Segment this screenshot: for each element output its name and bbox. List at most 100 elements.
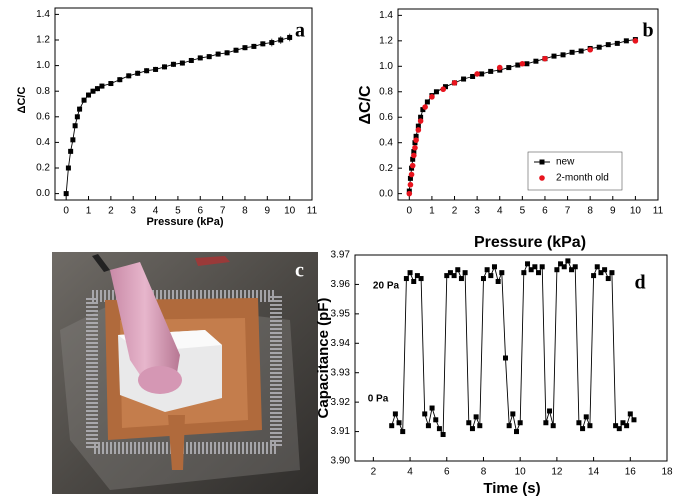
y-tick-label: 1.4 — [36, 9, 50, 20]
marker — [605, 276, 611, 282]
marker — [484, 267, 490, 273]
marker — [488, 68, 494, 74]
legend-label: new — [556, 157, 575, 168]
x-tick-label: 7 — [220, 206, 226, 217]
marker — [242, 45, 248, 51]
marker — [560, 52, 566, 58]
marker — [506, 65, 512, 71]
marker — [403, 276, 409, 282]
marker — [525, 261, 531, 267]
marker — [411, 278, 417, 284]
marker — [77, 106, 83, 112]
marker — [411, 152, 417, 159]
marker — [86, 92, 92, 98]
marker — [542, 55, 548, 62]
marker — [422, 411, 428, 417]
marker — [488, 273, 494, 279]
y-axis-title: ΔC/C — [16, 87, 28, 114]
y-tick-label: 0.0 — [36, 188, 50, 199]
marker — [499, 270, 505, 276]
y-tick-label: 0.0 — [379, 188, 393, 199]
plot-frame — [54, 7, 313, 201]
marker — [99, 83, 105, 89]
marker — [447, 270, 453, 276]
marker — [519, 60, 526, 67]
marker — [144, 68, 150, 74]
marker — [517, 420, 523, 426]
marker — [188, 57, 194, 63]
marker — [215, 51, 221, 57]
marker — [578, 48, 584, 54]
photo: c — [52, 252, 318, 494]
marker — [479, 71, 485, 77]
marker — [455, 267, 461, 273]
x-tick-label: 8 — [587, 206, 593, 217]
marker — [524, 61, 530, 67]
legend-label: 2-month old — [556, 173, 609, 184]
marker — [260, 41, 266, 47]
x-tick-label: 4 — [497, 206, 503, 217]
y-tick-label: 0.2 — [379, 163, 393, 174]
marker — [287, 34, 293, 40]
x-tick-label: 3 — [474, 206, 480, 217]
marker — [429, 94, 435, 100]
x-tick-label: 6 — [197, 206, 203, 217]
x-tick-label: 10 — [630, 206, 642, 217]
marker — [415, 123, 421, 129]
marker — [278, 37, 284, 43]
marker — [108, 81, 114, 87]
x-tick-label: 10 — [284, 206, 296, 217]
x-axis-title: Time (s) — [483, 480, 540, 497]
marker — [90, 88, 96, 94]
x-tick-label: 4 — [153, 206, 159, 217]
legend-marker — [539, 175, 545, 181]
y-tick-label: 1.0 — [36, 60, 50, 71]
marker — [536, 270, 542, 276]
marker — [197, 55, 203, 61]
marker — [63, 191, 69, 197]
marker — [153, 66, 159, 72]
marker — [451, 80, 458, 86]
marker — [406, 190, 413, 197]
marker — [413, 133, 419, 139]
marker — [605, 42, 611, 48]
marker — [444, 273, 450, 279]
marker — [117, 77, 123, 83]
marker — [466, 420, 472, 426]
x-tick-label: 2 — [452, 206, 458, 217]
x-axis-title: Pressure (kPa) — [146, 216, 223, 228]
marker — [414, 273, 420, 279]
marker — [70, 137, 76, 143]
data-line — [391, 259, 635, 437]
marker — [491, 264, 497, 270]
y-tick-label: 0.6 — [379, 112, 393, 123]
y-tick-label: 0.4 — [36, 137, 50, 148]
marker — [627, 411, 633, 417]
marker — [389, 423, 395, 429]
marker — [81, 97, 87, 103]
marker — [496, 64, 503, 71]
marker — [135, 70, 141, 76]
y-tick-label: 3.92 — [331, 397, 351, 408]
x-tick-label: 7 — [565, 206, 571, 217]
marker — [514, 429, 520, 435]
marker — [558, 261, 564, 267]
marker — [415, 127, 422, 133]
x-tick-label: 6 — [542, 206, 548, 217]
y-tick-label: 0.2 — [36, 163, 50, 174]
marker — [561, 264, 567, 270]
marker — [609, 270, 615, 276]
x-tick-label: 8 — [481, 467, 487, 478]
panel-label: c — [295, 260, 304, 282]
marker — [418, 114, 424, 120]
marker — [442, 84, 448, 90]
marker — [420, 107, 426, 113]
marker — [409, 162, 416, 169]
marker — [407, 270, 413, 276]
marker — [473, 414, 479, 420]
x-tick-label: 6 — [444, 467, 450, 478]
marker — [569, 49, 575, 55]
y-tick-label: 1.2 — [36, 35, 50, 46]
y-tick-label: 0.6 — [36, 111, 50, 122]
marker — [408, 171, 415, 178]
